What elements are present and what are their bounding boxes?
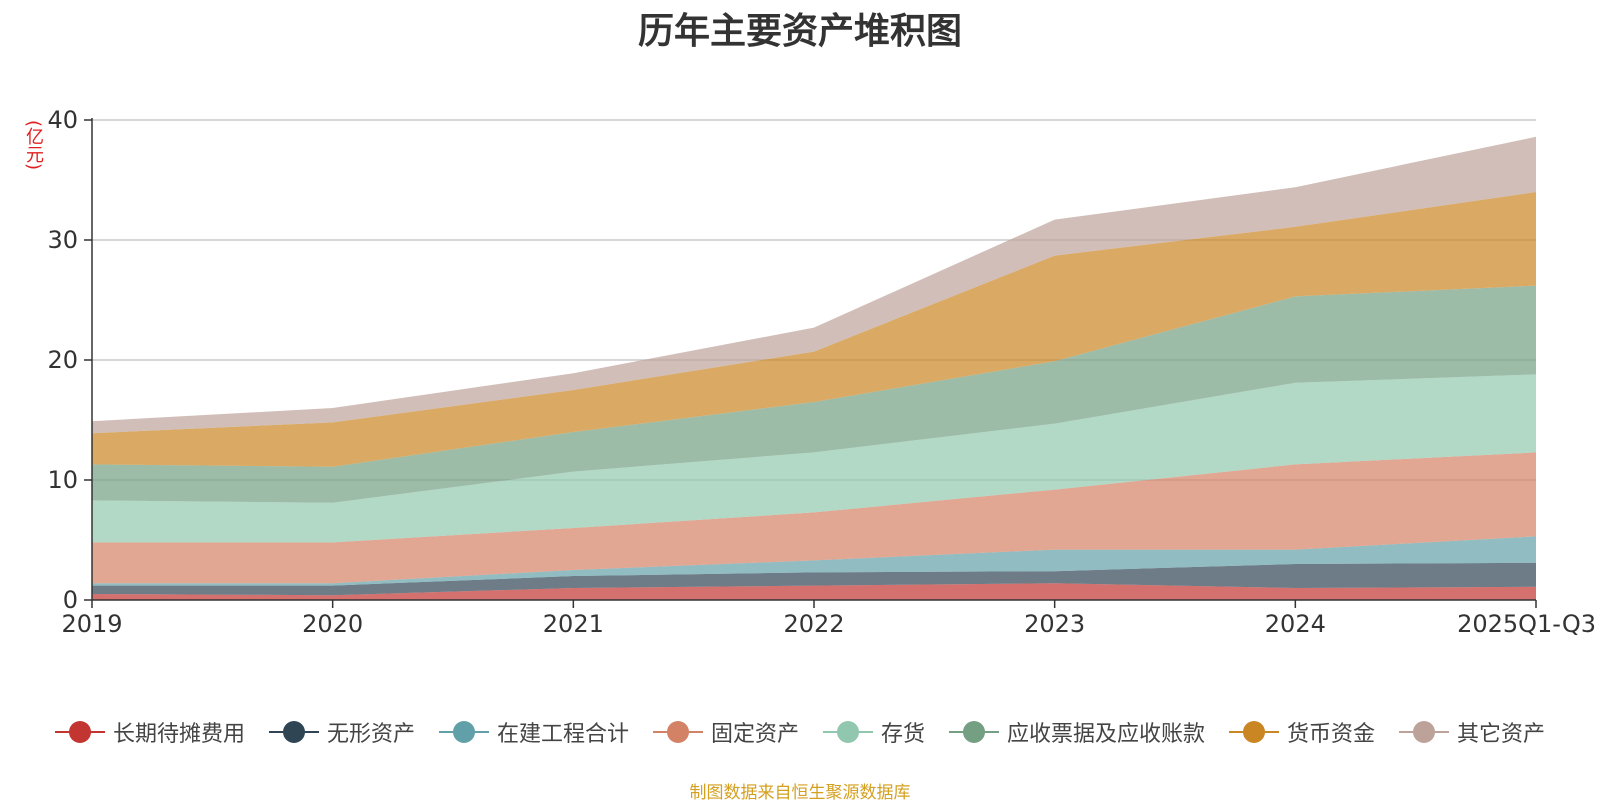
legend-marker (54, 720, 105, 744)
legend-marker (823, 720, 873, 744)
x-tick-label: 2024 (1265, 610, 1326, 638)
legend-dot (1243, 721, 1266, 743)
legend-label: 在建工程合计 (496, 722, 629, 747)
axes (84, 118, 1537, 608)
area-series-0 (92, 583, 1536, 600)
source-note: 制图数据来自恒生聚源数据库 (689, 783, 911, 803)
legend-item-4[interactable]: 存货 (823, 716, 925, 748)
tick-labels: 0 10 20 30 40 2019 2020 2021 2022 2023 2024 2025Q1-… (47, 106, 1596, 638)
legend-label: 其它资产 (1457, 722, 1546, 747)
legend-item-5[interactable]: 应收票据及应收账款 (949, 716, 1205, 748)
legend-dot (452, 721, 475, 743)
legend-dot (963, 721, 986, 743)
legend-item-0[interactable]: 长期待摊费用 (54, 716, 245, 748)
legend-item-2[interactable]: 在建工程合计 (438, 716, 629, 748)
legend-label: 应收票据及应收账款 (1007, 722, 1206, 747)
legend-item-1[interactable]: 无形资产 (268, 716, 415, 748)
legend-item-7[interactable]: 其它资产 (1399, 716, 1545, 748)
x-tick-label: 2023 (1024, 610, 1085, 638)
y-axis-unit-label: (亿元) (23, 120, 44, 171)
legend-marker (438, 720, 489, 744)
area-series-6 (92, 192, 1536, 467)
y-tick-label: 20 (47, 346, 78, 374)
chart-title: 历年主要资产堆积图 (637, 11, 962, 52)
legend-marker (1399, 720, 1450, 744)
legend-marker (652, 720, 703, 744)
x-tick-label: 2021 (543, 610, 604, 638)
legend-dot (68, 721, 91, 743)
area-series-5 (92, 285, 1536, 503)
area-series-1 (92, 562, 1536, 596)
legend-item-3[interactable]: 固定资产 (652, 716, 799, 748)
legend: 长期待摊费用 无形资产 在建工程合计 固定资产 存货 应收票据及应收账款 货币资金 其它资产 (0, 712, 1600, 752)
legend-label: 货币资金 (1287, 722, 1376, 747)
legend-dot (666, 721, 689, 743)
x-tick-label: 2019 (61, 610, 122, 638)
legend-label: 无形资产 (326, 722, 415, 747)
x-tick-label: 2025Q1-Q3 (1457, 610, 1596, 638)
legend-dot (282, 721, 305, 743)
area-series-2 (92, 536, 1536, 586)
area-series-7 (92, 136, 1536, 434)
legend-label: 存货 (881, 722, 926, 747)
area-series-4 (92, 374, 1536, 543)
stacked-areas (92, 136, 1536, 600)
x-tick-label: 2022 (783, 610, 844, 638)
legend-item-6[interactable]: 货币资金 (1229, 716, 1375, 748)
y-tick-label: 40 (47, 106, 78, 134)
legend-marker (268, 720, 319, 744)
area-series-3 (92, 452, 1536, 584)
legend-marker (949, 720, 1000, 744)
legend-marker (1229, 720, 1280, 744)
x-tick-label: 2020 (302, 610, 363, 638)
legend-dot (1413, 721, 1436, 743)
legend-label: 固定资产 (710, 722, 799, 747)
y-tick-label: 10 (47, 466, 78, 494)
y-tick-label: 0 (63, 586, 78, 614)
legend-dot (837, 721, 859, 743)
legend-label: 长期待摊费用 (112, 722, 245, 747)
y-tick-label: 30 (47, 226, 78, 254)
